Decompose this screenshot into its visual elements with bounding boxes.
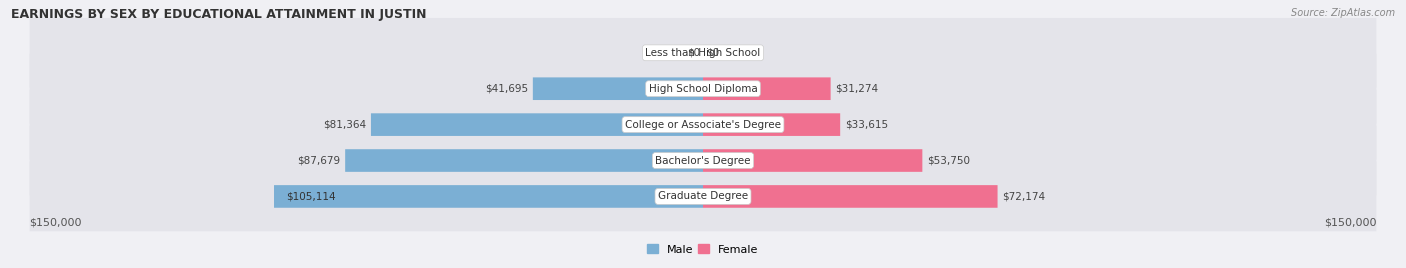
FancyBboxPatch shape [703,185,997,208]
FancyBboxPatch shape [703,77,831,100]
FancyBboxPatch shape [30,18,1376,88]
Text: $33,615: $33,615 [845,120,889,130]
Text: $0: $0 [706,48,720,58]
FancyBboxPatch shape [30,126,1376,195]
Text: $0: $0 [686,48,700,58]
Text: High School Diploma: High School Diploma [648,84,758,94]
FancyBboxPatch shape [371,113,703,136]
Text: $150,000: $150,000 [1324,218,1376,228]
FancyBboxPatch shape [274,185,703,208]
Legend: Male, Female: Male, Female [643,240,763,259]
FancyBboxPatch shape [533,77,703,100]
Text: Bachelor's Degree: Bachelor's Degree [655,155,751,166]
Text: $81,364: $81,364 [323,120,366,130]
FancyBboxPatch shape [30,162,1376,231]
Text: $41,695: $41,695 [485,84,527,94]
Text: Graduate Degree: Graduate Degree [658,191,748,202]
FancyBboxPatch shape [703,113,841,136]
Text: EARNINGS BY SEX BY EDUCATIONAL ATTAINMENT IN JUSTIN: EARNINGS BY SEX BY EDUCATIONAL ATTAINMEN… [11,8,427,21]
Text: College or Associate's Degree: College or Associate's Degree [626,120,780,130]
Text: $72,174: $72,174 [1002,191,1046,202]
Text: $53,750: $53,750 [928,155,970,166]
FancyBboxPatch shape [30,54,1376,124]
FancyBboxPatch shape [30,90,1376,159]
Text: $150,000: $150,000 [30,218,82,228]
Text: $87,679: $87,679 [297,155,340,166]
FancyBboxPatch shape [703,149,922,172]
Text: $31,274: $31,274 [835,84,879,94]
Text: Source: ZipAtlas.com: Source: ZipAtlas.com [1291,8,1395,18]
Text: $105,114: $105,114 [287,191,336,202]
FancyBboxPatch shape [344,149,703,172]
Text: Less than High School: Less than High School [645,48,761,58]
